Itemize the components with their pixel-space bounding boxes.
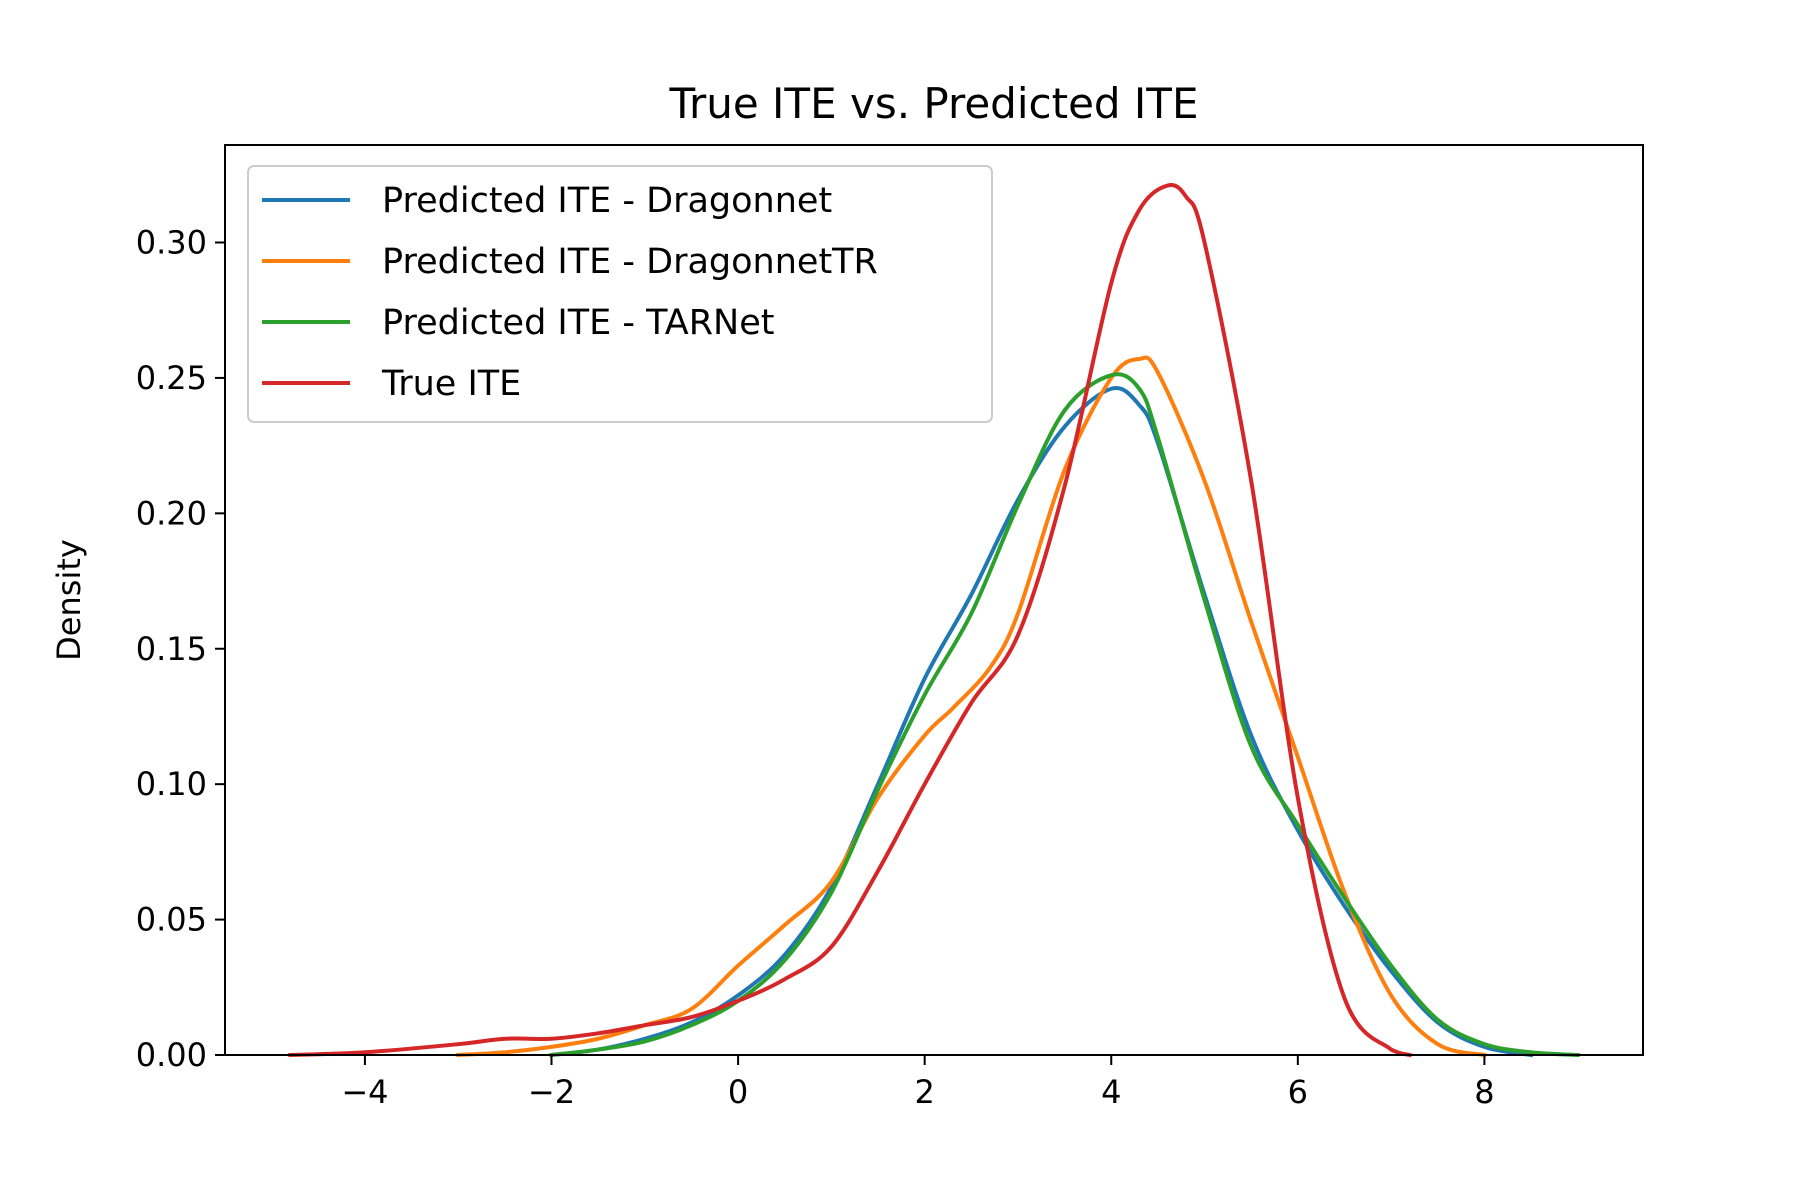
series-line-2 — [549, 372, 1580, 1058]
y-tick-label: 0.30 — [136, 224, 207, 262]
legend-label-0: Predicted ITE - Dragonnet — [382, 181, 832, 221]
x-tick-label: 2 — [914, 1073, 934, 1111]
series-line-0 — [549, 386, 1534, 1058]
series-line-1 — [456, 355, 1487, 1058]
y-tick-label: 0.00 — [136, 1036, 207, 1074]
legend-label-3: True ITE — [381, 364, 521, 404]
x-tick-label: 0 — [728, 1073, 748, 1111]
plot-frame — [224, 144, 1644, 1056]
x-tick-label: 6 — [1288, 1073, 1308, 1111]
legend: Predicted ITE - Dragonnet Predicted ITE -… — [247, 165, 993, 423]
y-tick-label: 0.10 — [136, 765, 207, 803]
y-tick-label: 0.25 — [136, 359, 207, 397]
legend-label-2: Predicted ITE - TARNet — [382, 303, 775, 343]
series-curves — [288, 183, 1580, 1058]
x-tick-label: −4 — [341, 1073, 388, 1111]
chart-title: True ITE vs. Predicted ITE — [668, 79, 1198, 128]
x-tick-label: 8 — [1474, 1073, 1494, 1111]
y-tick-label: 0.05 — [136, 901, 207, 939]
y-axis-label: Density — [50, 539, 88, 661]
x-axis: −4 −2 0 2 4 6 8 — [341, 1055, 1495, 1111]
y-axis: 0.00 0.05 0.10 0.15 0.20 0.25 0.30 — [136, 224, 225, 1074]
series-line-3 — [288, 183, 1413, 1058]
legend-label-1: Predicted ITE - DragonnetTR — [382, 242, 878, 282]
legend-box — [247, 165, 993, 423]
legend-entries: Predicted ITE - Dragonnet Predicted ITE -… — [262, 181, 878, 404]
y-tick-label: 0.20 — [136, 494, 207, 532]
x-tick-label: 4 — [1101, 1073, 1121, 1111]
y-tick-label: 0.15 — [136, 630, 207, 668]
x-tick-label: −2 — [528, 1073, 575, 1111]
